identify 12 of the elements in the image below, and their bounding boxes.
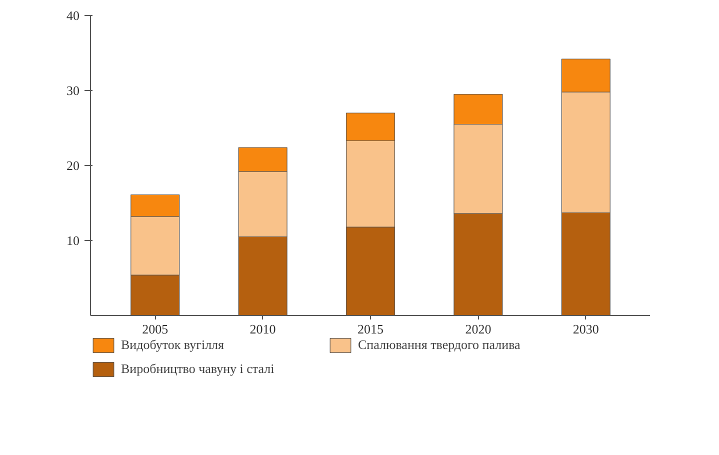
y-tick-label: 40 (66, 8, 80, 23)
x-tick-label: 2030 (572, 322, 599, 336)
x-tick-label: 2015 (358, 322, 384, 336)
legend-label: Спалювання твердого палива (358, 337, 522, 353)
y-tick-label: 20 (66, 158, 80, 173)
x-tick-label: 2020 (465, 322, 492, 336)
y-tick-label: 10 (66, 233, 80, 248)
legend-label: Видобуток вугілля (121, 337, 226, 353)
x-tick-label: 2010 (250, 322, 276, 336)
y-tick-label: 30 (66, 83, 80, 98)
legend-label: Виробництво чавуну і сталі (121, 361, 276, 377)
x-tick-label: 2005 (142, 322, 168, 336)
